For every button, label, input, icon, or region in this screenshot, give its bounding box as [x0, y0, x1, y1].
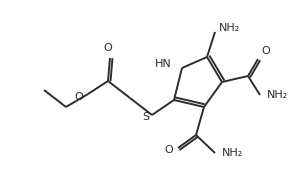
- Text: NH₂: NH₂: [222, 148, 243, 158]
- Text: O: O: [104, 43, 112, 53]
- Text: NH₂: NH₂: [267, 90, 288, 100]
- Text: O: O: [164, 145, 173, 155]
- Text: O: O: [74, 92, 83, 102]
- Text: NH₂: NH₂: [219, 23, 240, 33]
- Text: HN: HN: [155, 59, 172, 69]
- Text: O: O: [261, 46, 270, 56]
- Text: S: S: [142, 112, 149, 122]
